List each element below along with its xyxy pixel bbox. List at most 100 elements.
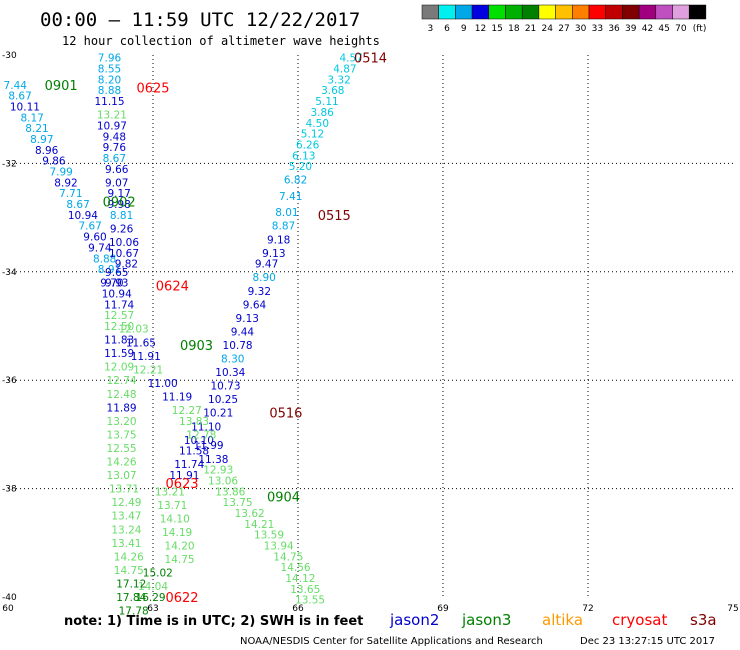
footer-credit: NOAA/NESDIS Center for Satellite Applica… <box>240 636 543 647</box>
wave-height-point: 10.10 <box>184 435 214 447</box>
wave-height-point: 11.00 <box>148 378 178 390</box>
wave-height-point: 17.78 <box>119 606 149 618</box>
wave-height-point: 8.67 <box>103 153 126 165</box>
colorbar-label: 6 <box>444 24 450 34</box>
wave-height-point: 12.03 <box>119 324 149 336</box>
wave-height-point: 14.10 <box>160 513 190 525</box>
wave-height-point: 16.29 <box>136 592 166 604</box>
colorbar-label: 42 <box>642 24 653 34</box>
wave-height-point: 8.81 <box>110 210 133 222</box>
wave-height-point: 13.86 <box>215 486 245 498</box>
wave-height-point: 12.93 <box>203 465 233 477</box>
wave-height-point: 14.21 <box>244 519 274 531</box>
wave-height-point: 7.44 <box>4 80 28 92</box>
colorbar-swatch <box>688 4 707 20</box>
wave-height-point: 15.02 <box>143 568 173 580</box>
y-tick-label: -34 <box>2 268 17 278</box>
wave-height-point: 11.91 <box>131 351 161 363</box>
colorbar-swatch <box>555 4 573 20</box>
track-label: 0623 <box>165 477 198 492</box>
wave-height-point: 11.10 <box>191 421 221 433</box>
wave-height-point: 9.74 <box>88 242 112 254</box>
wave-height-point: 4.57 <box>339 53 362 65</box>
wave-height-point: 14.26 <box>107 457 137 469</box>
wave-height-point: 9.13 <box>236 313 259 325</box>
colorbar-swatch <box>638 4 657 20</box>
wave-height-point: 10.67 <box>109 248 139 260</box>
wave-height-point: 13.41 <box>111 538 141 550</box>
wave-height-point: 9.82 <box>115 259 138 271</box>
wave-height-point: 7.67 <box>78 221 101 233</box>
track-label: 0903 <box>180 339 213 354</box>
wave-height-point: 9.86 <box>42 156 66 168</box>
wave-height-point: 6.26 <box>296 139 320 151</box>
wave-height-point: 9.18 <box>267 234 290 246</box>
wave-height-point: 9.66 <box>105 164 129 176</box>
wave-height-point: 10.78 <box>223 340 253 352</box>
wave-height-point: 8.97 <box>30 134 53 146</box>
colorbar-swatch <box>572 4 590 20</box>
wave-height-point: 10.11 <box>10 101 40 113</box>
x-tick-label: 72 <box>582 604 593 614</box>
colorbar-swatch <box>605 4 623 20</box>
y-tick-label: -32 <box>2 159 17 169</box>
wave-height-point: 11.58 <box>179 446 209 458</box>
wave-height-point: 11.74 <box>174 459 204 471</box>
wave-height-point: 9.70 <box>100 278 123 290</box>
legend-entry-s3a: s3a <box>690 611 717 629</box>
wave-height-point: 11.65 <box>126 337 156 349</box>
legend-entry-jason3: jason3 <box>461 611 511 629</box>
color-scale-bar: 3 6 9 12 15 18 21 24 27 30 33 36 39 42 45 70 (ft) <box>421 4 707 34</box>
wave-height-point: 8.67 <box>8 91 31 103</box>
colorbar-label: 15 <box>491 24 502 34</box>
wave-height-point: 8.67 <box>66 199 89 211</box>
colorbar-label: 21 <box>525 24 536 34</box>
wave-height-point: 14.12 <box>285 573 315 585</box>
wave-height-point: 7.99 <box>49 167 72 179</box>
wave-height-point: 13.75 <box>223 497 253 509</box>
chart-subtitle: 12 hour collection of altimeter wave hei… <box>62 34 380 48</box>
wave-height-point: 8.87 <box>272 221 295 233</box>
wave-height-point: 10.25 <box>208 394 238 406</box>
wave-height-point: 12.21 <box>133 364 163 376</box>
wave-height-point: 8.88 <box>98 85 121 97</box>
chart-title: 00:00 – 11:59 UTC 12/22/2017 <box>40 9 360 31</box>
wave-height-point: 7.71 <box>59 188 82 200</box>
x-tick-label: 60 <box>2 604 14 614</box>
wave-height-point: 8.30 <box>221 354 244 366</box>
colorbar-swatch <box>622 4 640 20</box>
wave-height-point: 14.04 <box>138 581 168 593</box>
track-label: 0622 <box>165 591 198 606</box>
track-label: 0624 <box>156 279 189 294</box>
wave-height-point: 13.75 <box>107 429 137 441</box>
wave-height-point: 12.57 <box>104 310 134 322</box>
wave-height-point: 13.65 <box>290 584 320 596</box>
x-tick-label: 63 <box>147 604 158 614</box>
wave-height-point: 13.62 <box>235 508 265 520</box>
wave-height-point: 8.21 <box>25 123 48 135</box>
colorbar-label: 27 <box>558 24 569 34</box>
wave-height-point: 10.34 <box>215 367 245 379</box>
wave-height-point: 9.17 <box>107 188 130 200</box>
y-tick-label: -30 <box>2 51 17 61</box>
wave-height-point: 13.24 <box>111 524 141 536</box>
wave-height-point: 6.13 <box>292 150 315 162</box>
track-label: 0516 <box>269 407 302 422</box>
wave-height-point: 8.55 <box>98 64 121 76</box>
wave-height-point: 10.94 <box>102 288 132 300</box>
legend-entry-cryosat: cryosat <box>612 611 667 629</box>
colorbar-label: (ft) <box>693 24 707 34</box>
wave-height-point: 9.13 <box>262 248 285 260</box>
wave-height-point: 13.47 <box>111 511 141 523</box>
colorbar-label: 33 <box>592 24 603 34</box>
wave-height-point: 5.11 <box>315 96 338 108</box>
colorbar-swatch <box>421 4 439 20</box>
wave-height-point: 13.71 <box>109 484 139 496</box>
x-tick-label: 75 <box>727 604 738 614</box>
wave-height-point: 9.44 <box>231 326 255 338</box>
wave-height-point: 9.07 <box>105 177 128 189</box>
colorbar-swatch <box>521 4 540 20</box>
colorbar-label: 70 <box>675 24 687 34</box>
